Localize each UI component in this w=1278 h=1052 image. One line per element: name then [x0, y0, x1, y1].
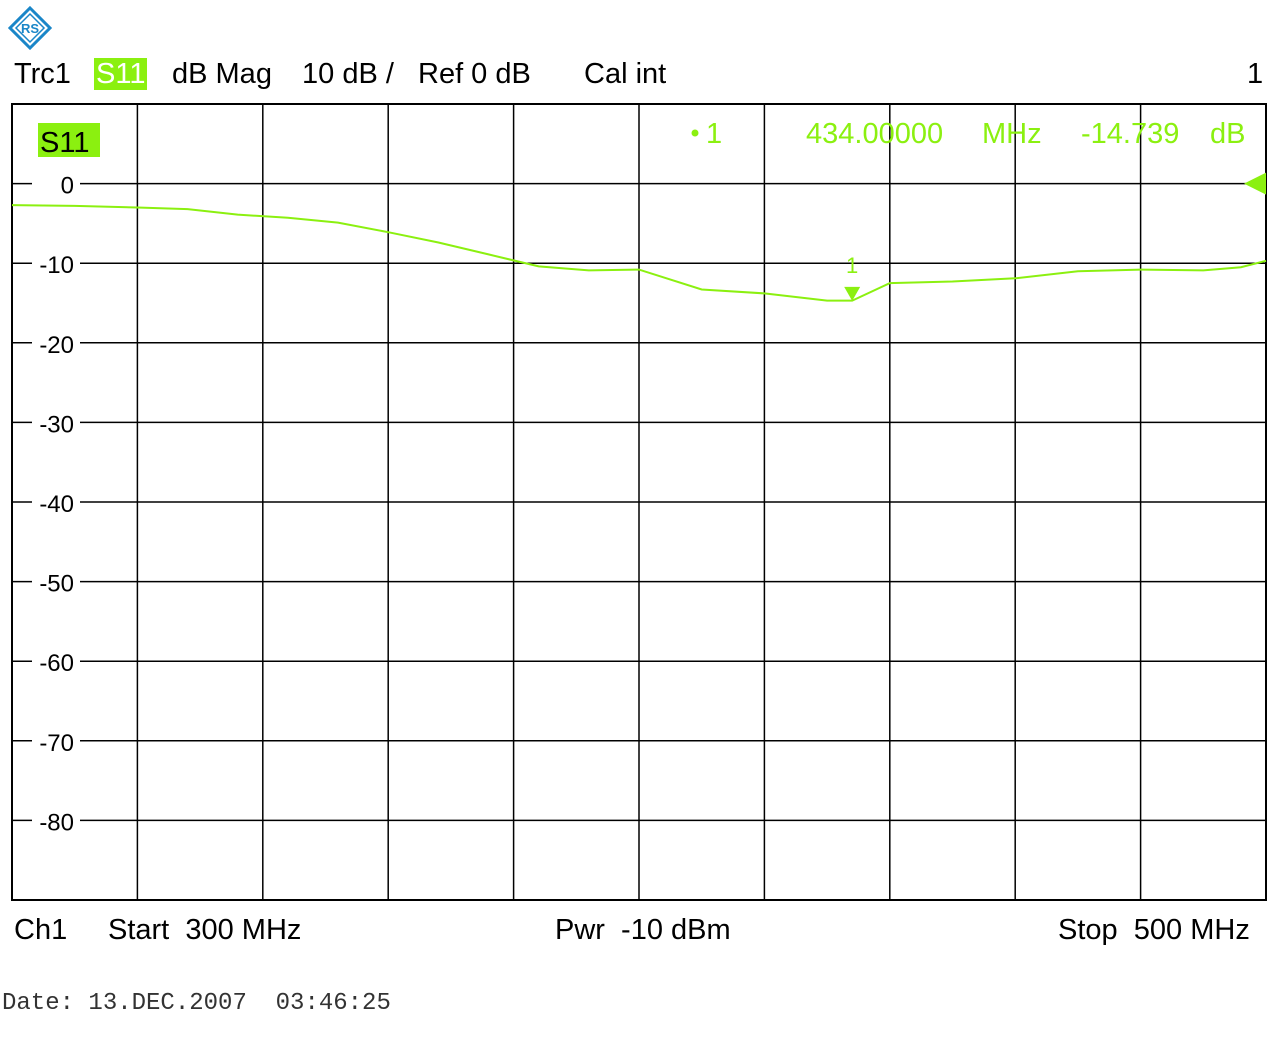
marker-readout-freq: 434.00000	[806, 118, 943, 150]
marker-readout-freq-unit: MHz	[982, 118, 1042, 150]
rohde-schwarz-logo-icon: RS	[8, 6, 52, 50]
start-frequency: Start 300 MHz	[108, 914, 302, 946]
reference-label: Ref 0 dB	[418, 58, 531, 90]
channel-index: 1	[1247, 58, 1264, 90]
marker-readout-value-unit: dB	[1210, 118, 1245, 150]
y-tick-label: -60	[39, 650, 74, 677]
y-tick-label: -50	[39, 571, 74, 598]
marker-dot-icon	[691, 129, 699, 137]
y-tick-label: -30	[39, 411, 74, 438]
markers: 1	[844, 253, 861, 301]
stop-frequency: Stop 500 MHz	[1058, 914, 1250, 946]
format-label: dB Mag	[172, 58, 272, 90]
y-tick-label: -40	[39, 491, 74, 518]
parameter-label: S11	[94, 58, 148, 90]
timestamp: Date: 13.DEC.2007 03:46:25	[2, 990, 391, 1017]
source-power: Pwr -10 dBm	[555, 914, 731, 946]
y-tick-label: 0	[61, 173, 74, 200]
trace-badge: S11	[40, 127, 89, 159]
reference-level-marker	[1244, 172, 1266, 195]
y-tick-label: -10	[39, 252, 74, 279]
svg-text:RS: RS	[21, 21, 39, 36]
trace-badge-bg	[38, 123, 100, 157]
y-tick-label: -80	[39, 809, 74, 836]
trace-label: Trc1	[14, 58, 71, 90]
marker-triangle-icon	[844, 286, 861, 301]
calibration-label: Cal int	[584, 58, 667, 90]
marker-readout-value: -14.739	[1081, 118, 1179, 150]
marker-label: 1	[846, 253, 858, 278]
marker-readout: 1 434.00000 MHz -14.739 dB	[691, 118, 1245, 150]
grid	[11, 103, 1267, 901]
marker-readout-label: 1	[706, 118, 722, 150]
y-tick-label: -70	[39, 730, 74, 757]
y-tick-labels: 0 -10 -20 -30 -40 -50 -60 -70 -80	[39, 173, 74, 837]
channel-label: Ch1	[14, 914, 68, 946]
y-tick-label: -20	[39, 332, 74, 359]
trace-line-s11	[11, 204, 1267, 302]
parameter-badge: S11	[94, 56, 148, 92]
scale-label: 10 dB /	[302, 58, 394, 90]
